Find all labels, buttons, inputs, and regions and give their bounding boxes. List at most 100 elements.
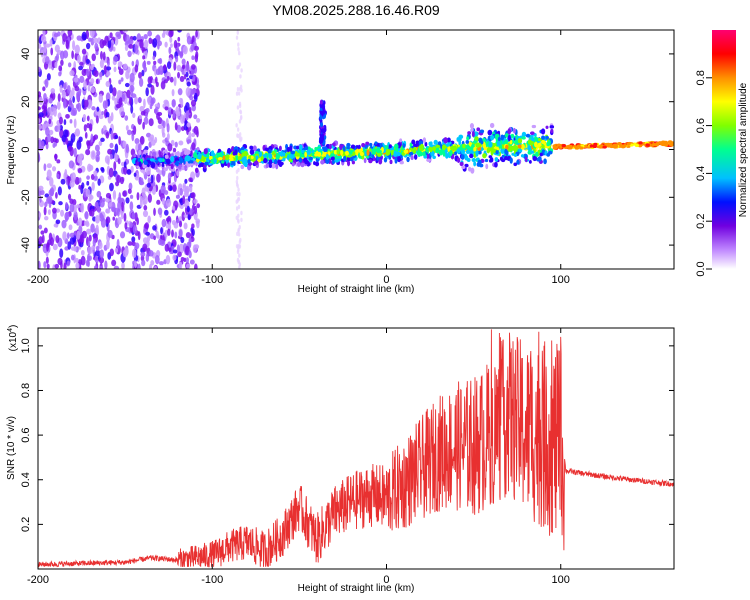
spectrogram-cell [60,59,64,66]
spectrogram-cell [177,164,183,170]
spectrogram-cell [45,127,50,137]
spectrogram-cell [176,170,180,177]
spectrogram-cell [177,36,181,42]
spectrogram-cell [176,244,180,253]
spectrogram-cell [112,46,116,52]
spectrogram-cell [466,136,470,141]
spectrogram-cell [240,136,243,141]
spectrogram-cell [438,149,444,156]
spectrogram-cell [96,190,102,198]
spectrogram-cell [61,219,67,229]
spectrogram-cell [383,157,388,163]
spectrogram-cell [184,186,189,196]
spectrogram-cell [60,178,66,185]
spectrogram-cell [117,61,123,68]
spectrogram-cell [322,128,326,134]
spectrogram-cell [500,134,505,141]
spectrogram-cell [102,197,106,203]
spectrogram-cell [98,140,103,147]
spectrogram-cell [148,118,154,127]
spectrogram-cell [67,193,72,201]
spectrogram-cell [69,198,74,205]
spectrogram-cell [645,143,650,147]
spectrogram-cell [83,124,87,132]
spectrogram-cell [546,152,551,157]
y-tick-label: 20 [20,96,32,108]
spectrogram-cell [216,152,220,159]
spectrogram-cell [174,151,180,156]
spectrogram-cell [99,39,105,49]
spectrogram-cell [149,233,155,240]
spectrogram-cell [90,37,95,46]
spectrogram-cell [402,143,406,148]
spectrogram-cell [85,188,91,198]
spectrogram-cell [138,72,142,79]
spectrogram-cell [154,255,160,265]
spectrogram-cell [115,31,121,38]
spectrogram-cell [231,145,235,153]
spectrogram-cell [396,151,401,157]
spectrogram-cell [133,154,137,158]
spectrogram-cell [111,259,117,267]
spectrogram-cell [112,189,117,200]
spectrogram-cell [236,30,239,35]
spectrogram-cell [435,147,440,154]
spectrogram-cell [509,139,513,145]
spectrogram-cell [237,91,241,96]
spectrogram-cell [143,205,148,211]
spectrogram-cell [42,57,47,64]
spectrogram-cell [237,47,240,52]
spectrogram-cell [428,146,433,151]
spectrogram-cell [191,55,195,60]
snr-y-axis-title: SNR (10 * v/v) [6,416,17,480]
spectrogram-cell [83,220,87,226]
spectrogram-cell [73,147,77,158]
spectrogram-cell [494,161,498,168]
spectrogram-cell [465,139,470,144]
spectrogram-cell [153,235,156,241]
spectrogram-cell [122,190,127,197]
spectrogram-cell [42,102,48,110]
spectrogram-cell [236,87,240,92]
spectrogram-cell [163,79,169,84]
spectrogram-cell [181,58,186,66]
spectrogram-cell [98,113,104,120]
spectrogram-cell [477,159,482,165]
spectrogram-cell [286,154,290,161]
spectrogram-cell [543,158,547,165]
spectrogram-cell [194,53,199,63]
spectrogram-cell [41,234,45,244]
spectrogram-cell [248,155,252,159]
spectrogram-cell [314,161,320,167]
spectrogram-cell [90,78,95,85]
spectrogram-cell [81,182,85,190]
spectrogram-cell [343,155,347,162]
spectrogram-cell [390,149,394,156]
spectrogram-cell [137,97,142,103]
spectrogram-cell [449,150,453,157]
spectrogram-cell [413,146,417,152]
spectrogram-cell [124,115,129,121]
spectrogram-cell [175,55,179,63]
spectrogram-cell [196,203,201,209]
spectrogram-cell [157,124,163,129]
spectrogram-cell [44,78,49,88]
spectrogram-cell [146,182,151,188]
spectrogram-cell [136,192,140,201]
spectrogram-cell [319,115,323,121]
spectrogram-cell [101,167,105,173]
spectrogram-cell [183,257,187,263]
spectrogram-cell [194,167,199,173]
x-tick-label: -200 [27,274,49,286]
spectrogram-cell [145,132,152,138]
spectrogram-cell [426,153,430,160]
spectrogram-cell [70,254,75,261]
spectrogram-cell [57,257,63,266]
spectrogram-cell [142,169,146,175]
spectrogram-cell [57,93,61,102]
spectrogram-cell [54,263,60,269]
spectrogram-cell [114,143,119,154]
spectrogram-cell [408,151,414,156]
spectrogram-cell [186,205,191,213]
spectrogram-cell [62,231,67,241]
